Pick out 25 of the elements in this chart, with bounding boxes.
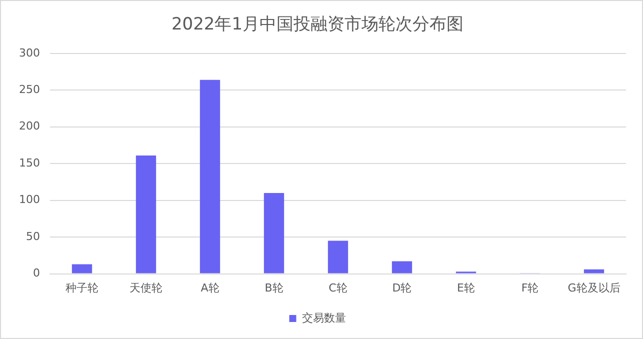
- x-tick-label: E轮: [457, 281, 475, 294]
- bar: [392, 261, 412, 274]
- x-tick-label: 天使轮: [129, 281, 162, 294]
- y-tick-label: 250: [18, 82, 40, 96]
- legend-label: 交易数量: [302, 311, 346, 324]
- x-tick-label: F轮: [521, 281, 539, 294]
- bar: [584, 269, 604, 274]
- x-tick-label: G轮及以后: [568, 281, 620, 294]
- x-tick-label: 种子轮: [65, 281, 98, 294]
- x-tick-label: D轮: [392, 281, 412, 294]
- y-tick-label: 50: [26, 230, 40, 243]
- y-tick-label: 100: [18, 193, 40, 206]
- y-tick-label: 300: [18, 46, 40, 60]
- y-tick-label: 150: [18, 156, 40, 170]
- y-tick-label: 0: [32, 266, 40, 280]
- x-tick-label: C轮: [328, 281, 348, 294]
- bar: [200, 80, 220, 274]
- bar: [72, 264, 92, 274]
- x-tick-label: A轮: [200, 281, 220, 294]
- bar: [136, 156, 156, 274]
- x-tick-label: B轮: [264, 281, 284, 294]
- y-tick-label: 200: [18, 120, 40, 133]
- chart-title: 2022年1月中国投融资市场轮次分布图: [171, 14, 464, 35]
- bar: [328, 240, 348, 274]
- bar: [264, 192, 284, 274]
